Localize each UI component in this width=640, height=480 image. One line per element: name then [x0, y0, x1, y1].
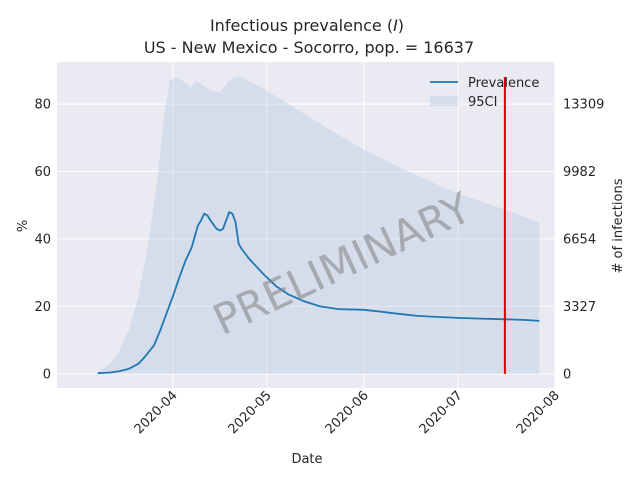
chart-title-line1: Infectious prevalence (I)	[210, 16, 404, 35]
y-left-tick-label-4: 80	[34, 98, 51, 113]
x-axis-ticks: 2020-04 2020-05 2020-06 2020-07 2020-08	[132, 388, 563, 437]
x-tick-label-0: 2020-04	[132, 388, 181, 437]
x-tick-label-4: 2020-08	[514, 388, 563, 437]
x-tick-label-3: 2020-07	[417, 388, 466, 437]
legend-prevalence-label: Prevalence	[468, 76, 539, 91]
y-left-tick-label-1: 20	[34, 300, 51, 315]
y-left-tick-label-0: 0	[43, 367, 51, 382]
prevalence-line	[97, 211, 540, 375]
y-right-tick-label-0: 0	[563, 367, 571, 382]
y-axis-left-ticks: 0 20 40 60 80	[34, 98, 51, 383]
y-axis-right-ticks: 0 3327 6654 9982 13309	[563, 98, 604, 383]
y-left-tick-label-2: 40	[34, 232, 51, 247]
ci-band-95	[97, 77, 540, 374]
plot-background	[57, 62, 555, 388]
chart-title-line2: US - New Mexico - Socorro, pop. = 16637	[144, 38, 474, 57]
y-right-tick-label-1: 3327	[563, 300, 596, 315]
x-axis-label: Date	[291, 452, 322, 467]
legend-95ci-label: 95CI	[468, 95, 497, 110]
y-right-tick-label-4: 13309	[563, 98, 604, 113]
y-axis-left-label: %	[16, 220, 31, 232]
legend-95ci-swatch	[430, 96, 458, 106]
y-right-tick-label-3: 9982	[563, 165, 596, 180]
x-tick-label-2: 2020-06	[323, 388, 372, 437]
y-axis-right-label: # of infections	[611, 178, 626, 273]
grid	[57, 62, 556, 388]
legend: Prevalence 95CI	[430, 76, 539, 110]
y-left-tick-label-3: 60	[34, 165, 51, 180]
y-right-tick-label-2: 6654	[563, 232, 596, 247]
x-tick-label-1: 2020-05	[226, 388, 275, 437]
